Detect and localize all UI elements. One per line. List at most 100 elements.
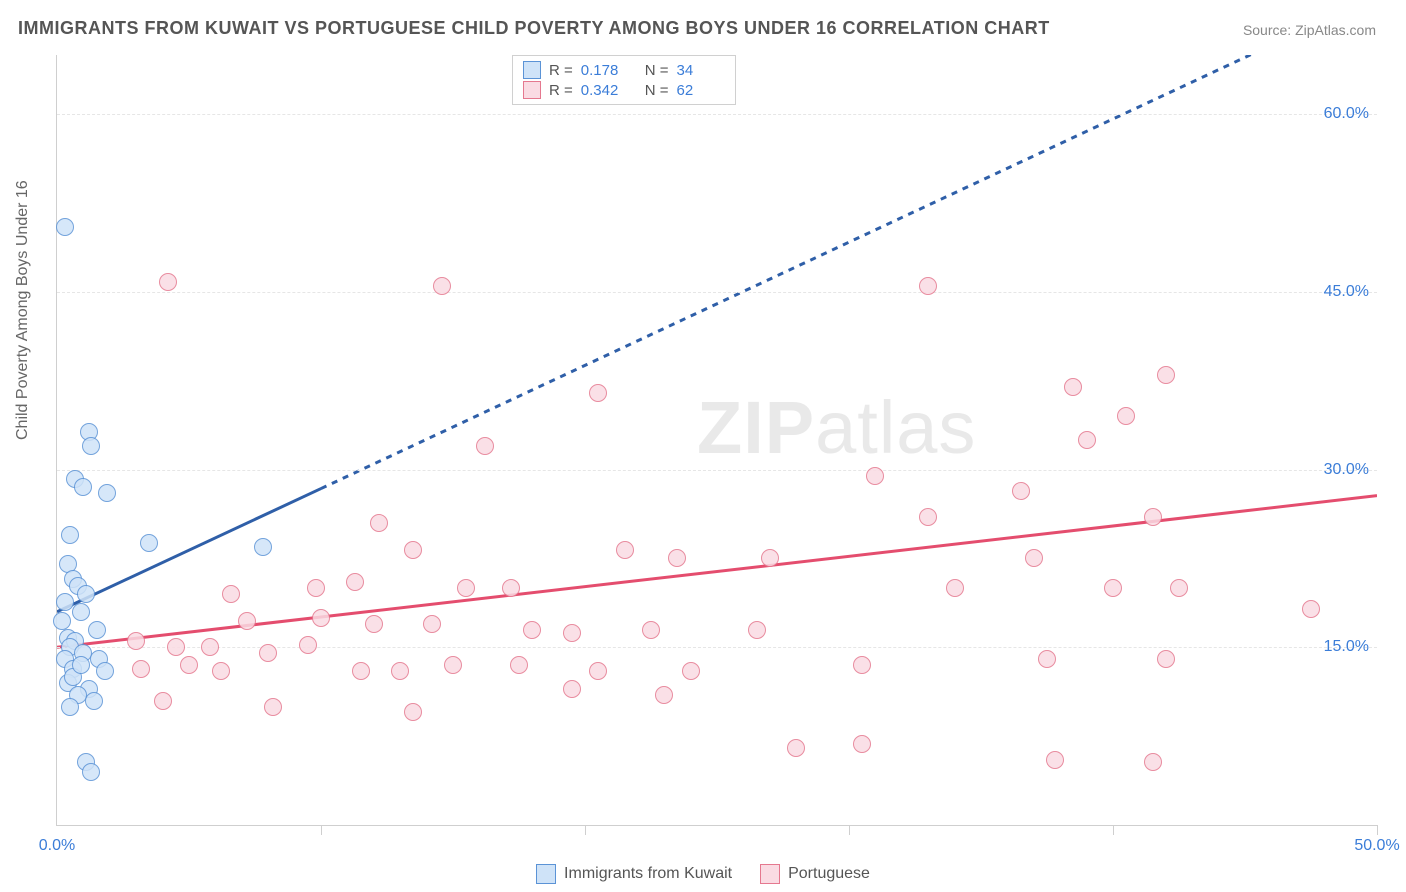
- stats-legend: R = 0.178 N = 34 R = 0.342 N = 62: [512, 55, 736, 105]
- source-attribution: Source: ZipAtlas.com: [1243, 22, 1376, 38]
- data-point: [264, 698, 282, 716]
- data-point: [61, 698, 79, 716]
- trend-line-solid: [57, 489, 321, 612]
- stats-legend-row: R = 0.342 N = 62: [523, 80, 725, 100]
- data-point: [98, 484, 116, 502]
- data-point: [96, 662, 114, 680]
- data-point: [423, 615, 441, 633]
- data-point: [1078, 431, 1096, 449]
- data-point: [167, 638, 185, 656]
- n-value: 34: [677, 62, 725, 79]
- data-point: [259, 644, 277, 662]
- data-point: [563, 680, 581, 698]
- data-point: [502, 579, 520, 597]
- watermark: ZIPatlas: [697, 385, 976, 470]
- data-point: [457, 579, 475, 597]
- data-point: [74, 478, 92, 496]
- x-tick-label: 0.0%: [39, 837, 75, 855]
- n-value: 62: [677, 82, 725, 99]
- gridline-h: [57, 114, 1377, 115]
- r-value: 0.342: [581, 82, 629, 99]
- data-point: [589, 662, 607, 680]
- data-point: [919, 508, 937, 526]
- watermark-bold: ZIP: [697, 386, 815, 469]
- data-point: [238, 612, 256, 630]
- data-point: [563, 624, 581, 642]
- y-tick-label: 30.0%: [1324, 461, 1369, 479]
- data-point: [946, 579, 964, 597]
- x-tick: [321, 825, 322, 835]
- data-point: [616, 541, 634, 559]
- data-point: [254, 538, 272, 556]
- data-point: [88, 621, 106, 639]
- data-point: [404, 703, 422, 721]
- data-point: [642, 621, 660, 639]
- data-point: [1046, 751, 1064, 769]
- data-point: [682, 662, 700, 680]
- series-legend-label: Immigrants from Kuwait: [564, 865, 732, 883]
- y-axis-label: Child Poverty Among Boys Under 16: [14, 180, 32, 440]
- data-point: [853, 735, 871, 753]
- x-tick: [1113, 825, 1114, 835]
- data-point: [919, 277, 937, 295]
- scatter-plot-area: ZIPatlas R = 0.178N = 34R = 0.342N = 62 …: [56, 55, 1377, 826]
- data-point: [365, 615, 383, 633]
- data-point: [866, 467, 884, 485]
- data-point: [299, 636, 317, 654]
- data-point: [212, 662, 230, 680]
- n-label: N =: [645, 62, 669, 79]
- legend-swatch: [523, 81, 541, 99]
- r-value: 0.178: [581, 62, 629, 79]
- data-point: [523, 621, 541, 639]
- data-point: [748, 621, 766, 639]
- legend-swatch: [760, 864, 780, 884]
- data-point: [180, 656, 198, 674]
- data-point: [391, 662, 409, 680]
- source-label: Source:: [1243, 22, 1295, 38]
- data-point: [154, 692, 172, 710]
- data-point: [589, 384, 607, 402]
- data-point: [1302, 600, 1320, 618]
- series-legend: Immigrants from Kuwait Portuguese: [0, 864, 1406, 884]
- r-label: R =: [549, 62, 573, 79]
- data-point: [1117, 407, 1135, 425]
- legend-swatch: [523, 61, 541, 79]
- data-point: [404, 541, 422, 559]
- data-point: [127, 632, 145, 650]
- data-point: [352, 662, 370, 680]
- watermark-rest: atlas: [815, 386, 976, 469]
- data-point: [85, 692, 103, 710]
- data-point: [201, 638, 219, 656]
- data-point: [159, 273, 177, 291]
- data-point: [72, 603, 90, 621]
- data-point: [510, 656, 528, 674]
- data-point: [1025, 549, 1043, 567]
- n-label: N =: [645, 82, 669, 99]
- data-point: [1170, 579, 1188, 597]
- chart-title: IMMIGRANTS FROM KUWAIT VS PORTUGUESE CHI…: [18, 18, 1050, 39]
- data-point: [82, 763, 100, 781]
- data-point: [132, 660, 150, 678]
- data-point: [476, 437, 494, 455]
- gridline-h: [57, 292, 1377, 293]
- y-tick-label: 45.0%: [1324, 283, 1369, 301]
- data-point: [61, 526, 79, 544]
- data-point: [140, 534, 158, 552]
- series-legend-label: Portuguese: [788, 865, 870, 883]
- data-point: [1157, 650, 1175, 668]
- data-point: [444, 656, 462, 674]
- trend-line-dashed: [321, 55, 1377, 489]
- data-point: [1104, 579, 1122, 597]
- data-point: [1144, 753, 1162, 771]
- data-point: [1144, 508, 1162, 526]
- data-point: [82, 437, 100, 455]
- data-point: [346, 573, 364, 591]
- x-tick: [849, 825, 850, 835]
- data-point: [312, 609, 330, 627]
- data-point: [1038, 650, 1056, 668]
- data-point: [433, 277, 451, 295]
- data-point: [787, 739, 805, 757]
- r-label: R =: [549, 82, 573, 99]
- y-tick-label: 60.0%: [1324, 105, 1369, 123]
- x-tick: [1377, 825, 1378, 835]
